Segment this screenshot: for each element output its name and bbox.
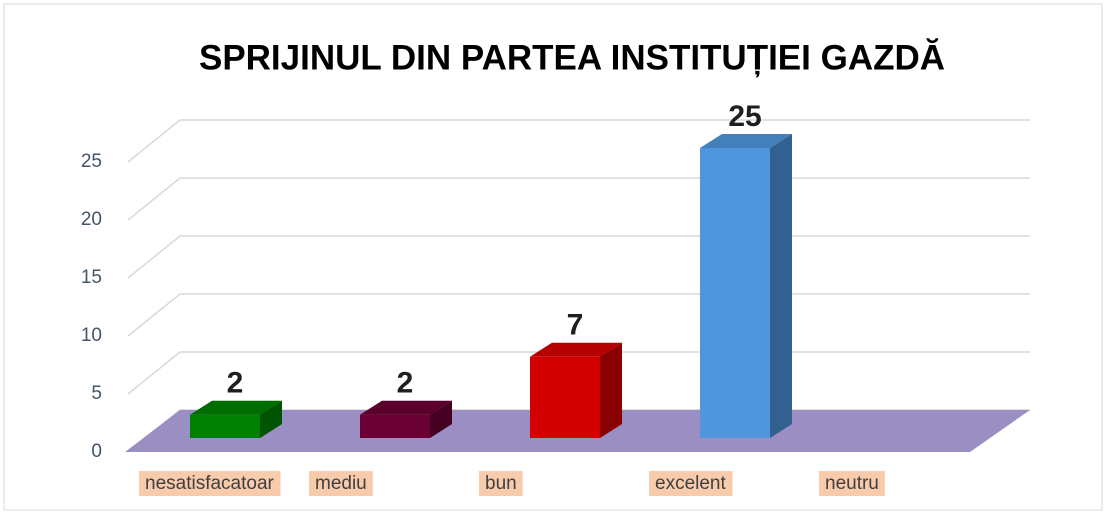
bar-side (260, 400, 282, 438)
bar (360, 414, 430, 438)
x-label-bg (139, 471, 281, 497)
bar-group (190, 400, 282, 438)
bar-top-shade (530, 342, 622, 357)
bar-group (530, 342, 622, 438)
data-label: 2 (227, 367, 244, 400)
bar (190, 414, 260, 438)
bar-top-shade (190, 400, 282, 415)
x-tick-label: nesatisfacatoar (145, 473, 275, 494)
x-label-bg (479, 471, 523, 497)
bar-side (770, 134, 792, 438)
y-tick-label: 20 (81, 209, 102, 230)
bar-side (430, 400, 452, 438)
bar-top (530, 342, 622, 357)
x-label-bg (649, 471, 733, 497)
x-tick-label: excelent (655, 473, 726, 494)
bar-top-shade (360, 400, 452, 415)
bar-top (700, 134, 792, 148)
bar-side-shade (600, 342, 622, 438)
x-tick-label: bun (485, 473, 517, 494)
bar (700, 148, 770, 438)
bar-group (360, 400, 452, 438)
bar-side-shade (260, 400, 282, 438)
chart-title: SPRIJINUL DIN PARTEA INSTITUȚIEI GAZDĂ (199, 38, 945, 77)
x-label-bg (309, 471, 373, 497)
y-tick-label: 5 (91, 383, 102, 404)
x-label-bg (819, 471, 885, 497)
bar-group (700, 134, 792, 438)
bar-top (190, 400, 282, 415)
y-tick-label: 0 (91, 441, 102, 462)
y-tick-label: 10 (81, 325, 102, 346)
y-tick-label: 25 (81, 151, 102, 172)
x-tick-label: neutru (825, 473, 879, 494)
y-tick-label: 15 (81, 267, 102, 288)
bar-side-shade (770, 134, 792, 438)
bar-side-shade (430, 400, 452, 438)
data-label: 7 (567, 309, 584, 342)
data-label: 2 (397, 367, 414, 400)
data-label: 25 (728, 100, 761, 133)
grid-line (127, 119, 1030, 163)
bar (530, 356, 600, 438)
bar-top (360, 400, 452, 415)
x-tick-label: mediu (315, 473, 367, 494)
bar-top-shade (700, 134, 792, 148)
bar-side (600, 342, 622, 438)
